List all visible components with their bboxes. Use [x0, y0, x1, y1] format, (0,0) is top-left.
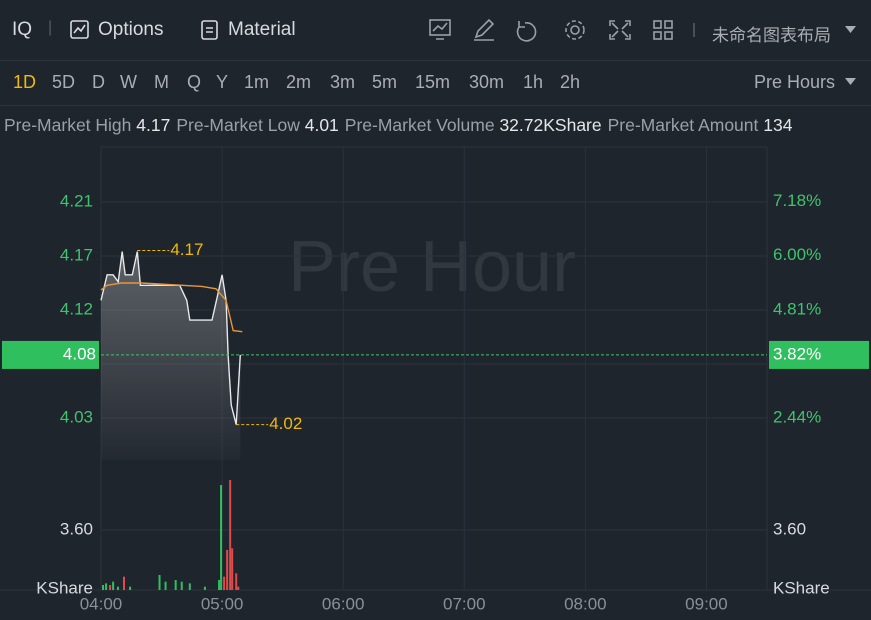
y2-tick-label: 7.18% [773, 191, 821, 210]
x-tick-label: 05:00 [201, 594, 244, 613]
material-button[interactable]: Material [228, 19, 296, 40]
volume-bar [180, 581, 183, 590]
info-bar: Pre-Market High 4.17 Pre-Market Low 4.01 P… [4, 115, 871, 136]
timeframe-button[interactable]: 3m [330, 72, 356, 92]
volume-bar [116, 586, 119, 590]
volume-tick-label: 3.60 [773, 519, 806, 538]
options-icon[interactable] [69, 19, 91, 41]
info-value: 32.72KShare [499, 115, 602, 135]
info-value: 4.17 [136, 115, 171, 135]
last-change-box [769, 340, 869, 369]
volume-bar [129, 586, 132, 590]
watermark: Pre Hour [288, 227, 576, 307]
price-area [101, 251, 241, 460]
material-icon[interactable] [199, 19, 221, 41]
volume-bar [158, 575, 161, 590]
timeframe-button[interactable]: Y [216, 72, 229, 92]
y2-tick-label: 4.81% [773, 299, 821, 318]
volume-bar [102, 585, 105, 590]
volume-unit: KShare [773, 578, 830, 597]
volume-bar [223, 576, 226, 590]
volume-bar [235, 573, 238, 590]
indicator-icon[interactable] [429, 19, 451, 40]
timeframe-button[interactable]: 15m [415, 72, 451, 92]
last-change-label: 3.82% [773, 344, 821, 363]
timeframe-button[interactable]: M [154, 72, 169, 92]
volume-bar [237, 586, 240, 590]
dropdown-arrow[interactable] [845, 77, 857, 87]
y-tick-label: 4.21 [60, 192, 93, 211]
y-tick-label: 4.17 [60, 246, 93, 265]
timeframe-button[interactable]: W [120, 72, 137, 92]
timeframe-button[interactable]: 30m [469, 72, 505, 92]
x-tick-label: 04:00 [80, 594, 123, 613]
timeframe-button[interactable]: 2m [286, 72, 312, 92]
y-tick-label: 4.12 [60, 299, 93, 318]
timeframe-button[interactable]: 1D [13, 72, 37, 92]
timeframe-button[interactable]: D [92, 72, 105, 92]
options-button[interactable]: Options [98, 19, 164, 40]
x-tick-label: 09:00 [685, 594, 728, 613]
toolbar: IQ | Options Material 未命名图表布局 [0, 0, 871, 61]
divider: | [48, 19, 53, 36]
info-label: Pre-Market Amount [607, 115, 759, 135]
info-label: Pre-Market Low [176, 115, 300, 135]
volume-bar [218, 580, 221, 590]
info-label: Pre-Market Volume [344, 115, 495, 135]
average-line [100, 282, 243, 333]
volume-bar [174, 580, 177, 590]
x-tick-label: 06:00 [322, 594, 365, 613]
symbol[interactable]: IQ [12, 19, 33, 40]
timeframe-button[interactable]: 5D [52, 72, 76, 92]
timeframe-button[interactable]: Q [187, 72, 202, 92]
volume-bar [229, 480, 232, 590]
timeframe-button[interactable]: 1h [523, 72, 544, 92]
price-line [100, 251, 241, 425]
volume-tick-label: 3.60 [60, 519, 93, 538]
volume-bar [109, 585, 112, 590]
dropdown-arrow[interactable] [845, 25, 857, 35]
layout-name[interactable]: 未命名图表布局 [712, 26, 831, 45]
info-value: 134 [763, 115, 793, 135]
volume-bar [188, 583, 191, 590]
last-price-label: 4.08 [63, 344, 96, 363]
layout-icon[interactable] [653, 20, 673, 40]
volume-bar [105, 583, 108, 590]
settings-icon[interactable] [565, 20, 585, 40]
annotation-label: 4.17 [170, 240, 203, 259]
volume-bar [112, 581, 115, 590]
annotation-label: 4.02 [269, 414, 302, 433]
fullscreen-icon[interactable] [609, 20, 631, 40]
x-tick-label: 08:00 [564, 594, 607, 613]
y-tick-label: 4.03 [60, 407, 93, 426]
timeframe-button[interactable]: 2h [560, 72, 581, 92]
volume-unit: KShare [36, 578, 93, 597]
session-select[interactable]: Pre Hours [754, 72, 836, 92]
timeframe-button[interactable]: 5m [372, 72, 398, 92]
volume-bar [203, 586, 206, 590]
y2-tick-label: 2.44% [773, 407, 821, 426]
timeframe-button[interactable]: 1m [244, 72, 270, 92]
y2-tick-label: 6.00% [773, 245, 821, 264]
volume-bar [123, 576, 126, 590]
timeframe-bar: Pre Hours 1D 5D D W M Q Y 1m 2m 3m 5m 15m 30m 1h 2h [0, 61, 871, 106]
info-value: 4.01 [304, 115, 339, 135]
volume-bar [220, 485, 223, 590]
info-label: Pre-Market High [4, 115, 132, 135]
tool-icons [429, 18, 695, 42]
reset-icon[interactable] [516, 21, 537, 42]
x-tick-label: 07:00 [443, 594, 486, 613]
last-price-box [2, 340, 99, 369]
volume-bar [231, 548, 234, 590]
volume-bar [226, 550, 229, 590]
volume-bar [164, 581, 167, 590]
draw-icon[interactable] [474, 18, 495, 41]
